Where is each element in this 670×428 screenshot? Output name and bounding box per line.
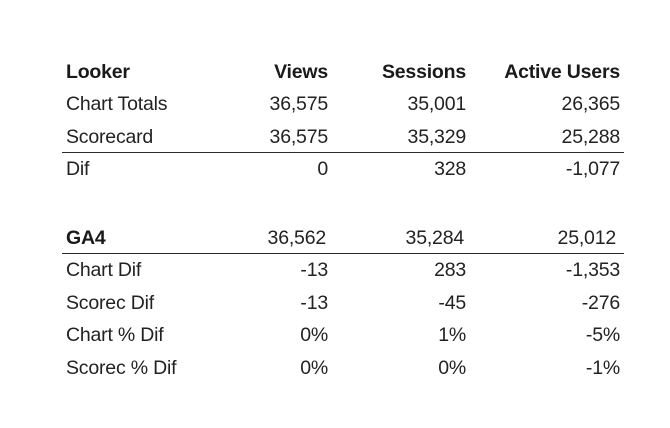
sessions-value: 328	[434, 158, 466, 181]
row-label: Scorecard	[66, 125, 154, 148]
active-users-value: -1%	[585, 356, 620, 379]
active-users-value: 26,365	[561, 93, 621, 116]
sessions-value: 1%	[438, 324, 466, 347]
sessions-value: 35,001	[407, 93, 467, 116]
column-header-sessions: Sessions	[381, 60, 466, 83]
active-users-value: -276	[581, 291, 620, 314]
active-users-value: 25,288	[561, 125, 621, 148]
table-row-chart-pct-dif: Chart % Dif 0% 1% -5%	[66, 320, 624, 353]
ga4-active-users-total: 25,012	[557, 226, 617, 249]
active-users-value: -5%	[585, 324, 620, 347]
table-row-scorec-dif: Scorec Dif -13 -45 -276	[66, 287, 624, 320]
views-value: -13	[300, 259, 328, 282]
ga4-section-title: GA4	[66, 226, 106, 249]
ga4-header-row: GA4 36,562 35,284 25,012	[62, 222, 624, 255]
row-label: Scorec % Dif	[66, 356, 177, 379]
views-value: 0	[317, 158, 328, 181]
table-row-scorecard: Scorecard 36,575 35,329 25,288	[62, 121, 624, 154]
looker-header-row: Looker Views Sessions Active Users	[66, 56, 624, 89]
divider-line	[62, 253, 624, 254]
sessions-value: -45	[438, 291, 466, 314]
divider-line	[62, 152, 624, 153]
ga4-sessions-total: 35,284	[405, 226, 465, 249]
section-spacer	[66, 186, 624, 222]
active-users-value: -1,353	[565, 259, 620, 282]
table-row-chart-totals: Chart Totals 36,575 35,001 26,365	[66, 89, 624, 122]
views-value: 36,575	[269, 125, 329, 148]
column-header-active-users: Active Users	[504, 60, 620, 83]
column-header-views: Views	[274, 60, 328, 83]
views-value: -13	[300, 291, 328, 314]
row-label: Chart % Dif	[66, 324, 164, 347]
table-row-dif: Dif 0 328 -1,077	[66, 154, 624, 187]
views-value: 0%	[300, 324, 328, 347]
row-label: Chart Dif	[66, 259, 142, 282]
ga4-views-total: 36,562	[267, 226, 327, 249]
sessions-value: 0%	[438, 356, 466, 379]
row-label: Dif	[66, 158, 90, 181]
table-row-chart-dif: Chart Dif -13 283 -1,353	[66, 255, 624, 288]
comparison-table: Looker Views Sessions Active Users Chart…	[62, 56, 624, 385]
looker-section-title: Looker	[66, 60, 130, 83]
row-label: Chart Totals	[66, 93, 168, 116]
views-value: 0%	[300, 356, 328, 379]
table-row-scorec-pct-dif: Scorec % Dif 0% 0% -1%	[66, 352, 624, 385]
views-value: 36,575	[269, 93, 329, 116]
sessions-value: 283	[434, 259, 466, 282]
row-label: Scorec Dif	[66, 291, 154, 314]
active-users-value: -1,077	[565, 158, 620, 181]
sessions-value: 35,329	[407, 125, 467, 148]
